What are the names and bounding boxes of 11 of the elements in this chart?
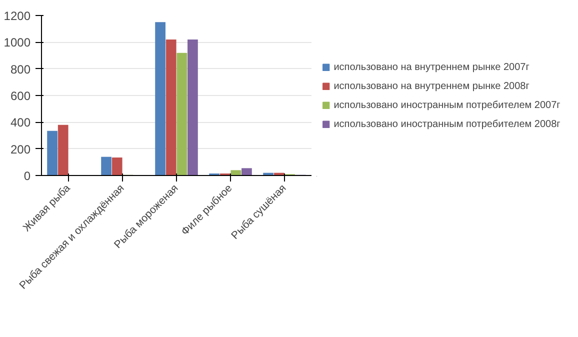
y-tick-label: 800 bbox=[10, 62, 31, 76]
y-tick-label: 400 bbox=[10, 116, 31, 130]
y-tick-label: 0 bbox=[24, 169, 31, 183]
legend-label: использовано иностранным потребителем 2008г bbox=[334, 118, 560, 130]
y-tick-label: 600 bbox=[10, 89, 31, 103]
legend-label: использовано иностранным потребителем 2007г bbox=[334, 100, 560, 110]
y-tick-label: 200 bbox=[10, 142, 31, 156]
y-tick-label: 1200 bbox=[4, 9, 31, 23]
legend-label: использовано на внутреннем рынке 2007г bbox=[334, 62, 530, 72]
legend-label: использовано на внутреннем рынке 2008г bbox=[334, 80, 530, 92]
y-tick-label: 1000 bbox=[4, 36, 31, 50]
